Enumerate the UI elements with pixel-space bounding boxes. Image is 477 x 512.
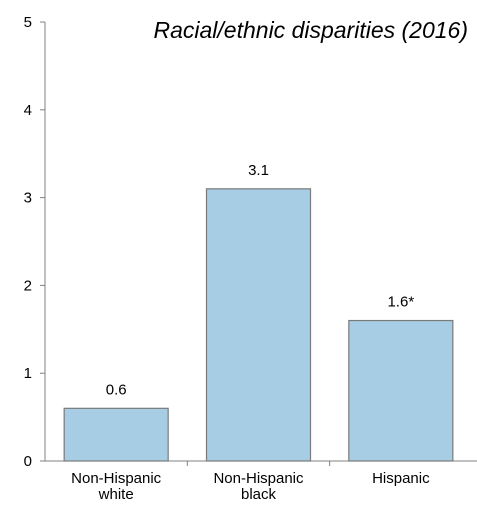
data-label: 3.1 [248, 162, 269, 179]
labels: 0.6 Non-Hispanic white 3.1 Non-Hispanic black… [71, 162, 430, 503]
category-label: Non-Hispanic white [71, 470, 162, 503]
y-tick-label: 0 [24, 453, 32, 470]
y-tick-label: 3 [24, 190, 32, 207]
bars [63, 188, 454, 462]
chart-title: Racial/ethnic disparities (2016) [154, 17, 469, 43]
bar [348, 319, 454, 462]
y-tick-label: 4 [24, 102, 32, 119]
y-tick-label: 1 [24, 365, 32, 382]
category-label: Non-Hispanic black [213, 470, 304, 503]
bar [63, 407, 169, 462]
data-label: 0.6 [106, 381, 127, 398]
y-tick-label: 5 [24, 14, 32, 31]
y-tick-label: 2 [24, 277, 32, 294]
data-label: 1.6* [387, 294, 414, 311]
bar [205, 188, 312, 462]
category-label: Hispanic [372, 470, 430, 487]
